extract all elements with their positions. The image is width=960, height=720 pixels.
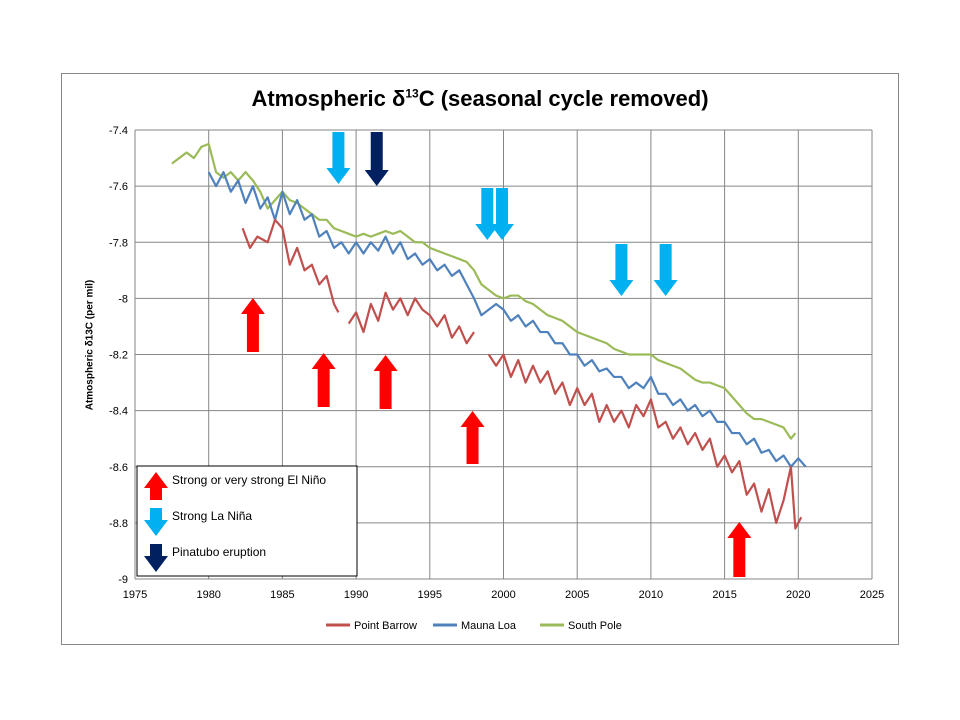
- el-nino-arrow-icon: [311, 353, 336, 407]
- series-line-point-barrow: [347, 291, 475, 345]
- annotation-legend: Strong or very strong El Niño Strong La N…: [136, 465, 358, 577]
- series-line-point-barrow: [241, 218, 340, 313]
- x-tick-label: 1990: [344, 589, 368, 601]
- series-line-south-pole: [171, 142, 797, 440]
- x-tick-label: 2010: [639, 589, 663, 601]
- el-nino-arrow-icon: [373, 355, 398, 409]
- x-tick-label: 2020: [786, 589, 810, 601]
- legend-label: Mauna Loa: [461, 620, 517, 632]
- x-tick-label: 2015: [712, 589, 736, 601]
- chart-title: Atmospheric δ13C (seasonal cycle removed…: [251, 86, 709, 111]
- el-nino-arrow-icon: [727, 522, 752, 577]
- el-nino-legend-label: Strong or very strong El Niño: [172, 473, 326, 487]
- y-tick-label: -7.6: [109, 181, 128, 193]
- el-nino-arrow-icon: [240, 298, 265, 352]
- pinatubo-arrow-icon: [364, 132, 389, 186]
- el-nino-arrow-icon: [460, 411, 485, 464]
- y-tick-label: -7.8: [109, 237, 128, 249]
- x-tick-label: 1985: [270, 589, 294, 601]
- legend-label: South Pole: [568, 620, 622, 632]
- y-tick-label: -8: [118, 293, 128, 305]
- y-tick-label: -9: [118, 574, 128, 586]
- x-tick-label: 1975: [123, 589, 147, 601]
- pinatubo-legend-icon: [144, 544, 168, 572]
- series-line-point-barrow: [487, 353, 803, 530]
- chart-frame: [61, 73, 899, 645]
- y-tick-label: -8.6: [109, 462, 128, 474]
- y-tick-label: -8.8: [109, 518, 128, 530]
- x-tick-label: 2005: [565, 589, 589, 601]
- la-nina-arrow-icon: [609, 244, 634, 296]
- la-nina-arrow-icon: [475, 188, 500, 240]
- legend-label: Point Barrow: [354, 620, 417, 632]
- y-tick-label: -8.4: [109, 406, 128, 418]
- la-nina-legend-icon: [144, 508, 168, 536]
- pinatubo-legend-label: Pinatubo eruption: [172, 545, 266, 559]
- series-line-mauna-loa: [207, 170, 807, 468]
- x-tick-label: 1995: [418, 589, 442, 601]
- x-tick-label: 1980: [196, 589, 220, 601]
- la-nina-arrow-icon: [490, 188, 515, 240]
- la-nina-legend-label: Strong La Niña: [172, 509, 252, 523]
- la-nina-arrow-icon: [653, 244, 678, 296]
- x-tick-label: 2025: [860, 589, 884, 601]
- x-tick-label: 2000: [491, 589, 515, 601]
- y-tick-label: -8.2: [109, 350, 128, 362]
- la-nina-arrow-icon: [326, 132, 351, 184]
- y-tick-label: -7.4: [109, 125, 128, 137]
- el-nino-legend-icon: [144, 472, 168, 500]
- annotation-legend-box: [136, 465, 358, 577]
